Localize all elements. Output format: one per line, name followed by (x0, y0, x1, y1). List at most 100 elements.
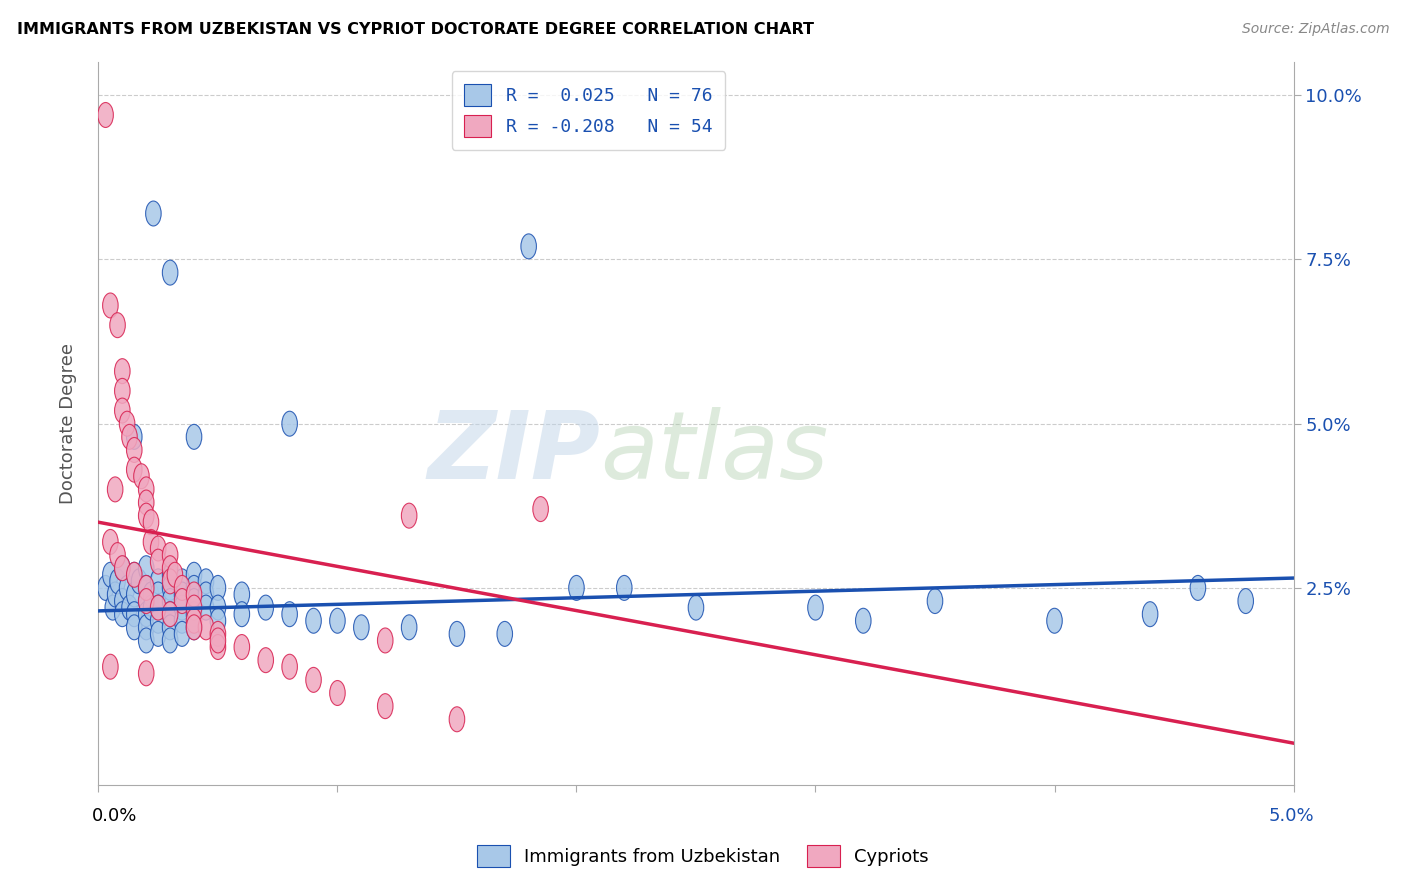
Ellipse shape (520, 234, 537, 259)
Ellipse shape (150, 569, 166, 594)
Ellipse shape (120, 411, 135, 436)
Ellipse shape (127, 562, 142, 587)
Ellipse shape (257, 595, 274, 620)
Ellipse shape (103, 562, 118, 587)
Ellipse shape (198, 569, 214, 594)
Ellipse shape (186, 575, 202, 600)
Ellipse shape (150, 595, 166, 620)
Ellipse shape (186, 608, 202, 633)
Ellipse shape (143, 530, 159, 555)
Ellipse shape (143, 509, 159, 534)
Ellipse shape (162, 542, 179, 567)
Ellipse shape (114, 556, 131, 581)
Ellipse shape (103, 293, 118, 318)
Ellipse shape (174, 622, 190, 647)
Ellipse shape (127, 425, 142, 450)
Ellipse shape (209, 634, 226, 659)
Ellipse shape (401, 615, 418, 640)
Ellipse shape (257, 648, 274, 673)
Ellipse shape (162, 615, 179, 640)
Ellipse shape (377, 628, 394, 653)
Ellipse shape (167, 562, 183, 587)
Ellipse shape (162, 556, 179, 581)
Ellipse shape (449, 706, 465, 731)
Ellipse shape (127, 562, 142, 587)
Ellipse shape (114, 602, 131, 627)
Ellipse shape (138, 628, 155, 653)
Ellipse shape (688, 595, 704, 620)
Ellipse shape (353, 615, 370, 640)
Ellipse shape (138, 556, 155, 581)
Ellipse shape (138, 503, 155, 528)
Ellipse shape (186, 615, 202, 640)
Ellipse shape (186, 582, 202, 607)
Ellipse shape (98, 575, 114, 600)
Ellipse shape (98, 103, 114, 128)
Text: IMMIGRANTS FROM UZBEKISTAN VS CYPRIOT DOCTORATE DEGREE CORRELATION CHART: IMMIGRANTS FROM UZBEKISTAN VS CYPRIOT DO… (17, 22, 814, 37)
Ellipse shape (127, 615, 142, 640)
Ellipse shape (127, 602, 142, 627)
Ellipse shape (186, 602, 202, 627)
Ellipse shape (134, 464, 149, 489)
Ellipse shape (496, 622, 513, 647)
Ellipse shape (150, 595, 166, 620)
Ellipse shape (138, 615, 155, 640)
Ellipse shape (162, 628, 179, 653)
Ellipse shape (174, 569, 190, 594)
Ellipse shape (138, 575, 155, 600)
Ellipse shape (186, 589, 202, 614)
Ellipse shape (209, 595, 226, 620)
Ellipse shape (110, 569, 125, 594)
Ellipse shape (1189, 575, 1206, 600)
Ellipse shape (150, 622, 166, 647)
Ellipse shape (305, 667, 322, 692)
Ellipse shape (198, 595, 214, 620)
Ellipse shape (103, 654, 118, 679)
Legend: R =  0.025   N = 76, R = -0.208   N = 54: R = 0.025 N = 76, R = -0.208 N = 54 (451, 71, 725, 150)
Ellipse shape (281, 602, 298, 627)
Ellipse shape (150, 582, 166, 607)
Ellipse shape (138, 589, 155, 614)
Ellipse shape (107, 582, 122, 607)
Ellipse shape (114, 589, 131, 614)
Ellipse shape (138, 661, 155, 686)
Ellipse shape (122, 425, 138, 450)
Ellipse shape (174, 595, 190, 620)
Ellipse shape (174, 589, 190, 614)
Ellipse shape (114, 398, 131, 423)
Text: atlas: atlas (600, 407, 828, 498)
Ellipse shape (329, 681, 346, 706)
Ellipse shape (377, 694, 394, 719)
Ellipse shape (209, 608, 226, 633)
Ellipse shape (122, 595, 138, 620)
Ellipse shape (120, 575, 135, 600)
Ellipse shape (114, 378, 131, 403)
Ellipse shape (233, 634, 250, 659)
Ellipse shape (114, 556, 131, 581)
Ellipse shape (162, 562, 179, 587)
Ellipse shape (233, 582, 250, 607)
Ellipse shape (138, 602, 155, 627)
Ellipse shape (138, 575, 155, 600)
Ellipse shape (162, 602, 179, 627)
Ellipse shape (186, 562, 202, 587)
Ellipse shape (127, 458, 142, 483)
Ellipse shape (927, 589, 943, 614)
Ellipse shape (186, 615, 202, 640)
Ellipse shape (174, 582, 190, 607)
Ellipse shape (305, 608, 322, 633)
Ellipse shape (198, 615, 214, 640)
Ellipse shape (138, 490, 155, 515)
Ellipse shape (616, 575, 633, 600)
Ellipse shape (281, 654, 298, 679)
Ellipse shape (209, 622, 226, 647)
Ellipse shape (281, 411, 298, 436)
Ellipse shape (807, 595, 824, 620)
Text: 5.0%: 5.0% (1270, 807, 1315, 825)
Ellipse shape (174, 608, 190, 633)
Ellipse shape (138, 589, 155, 614)
Ellipse shape (568, 575, 585, 600)
Ellipse shape (449, 622, 465, 647)
Ellipse shape (533, 497, 548, 522)
Ellipse shape (107, 477, 122, 502)
